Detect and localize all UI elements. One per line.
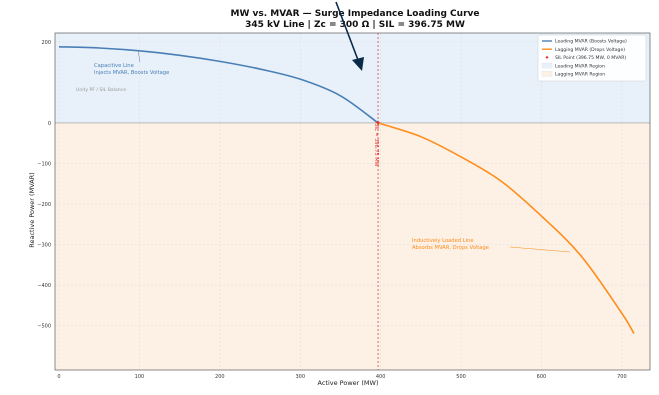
leading-mvar-line — [58, 45, 379, 124]
sil-arrow-shaft — [335, 1, 359, 61]
lagging-region-shade — [55, 122, 650, 370]
capacitive-annotation-line1: Capacitive Line — [94, 63, 134, 69]
chart-subtitle: 345 kV Line | Zc = 300 Ω | SIL = 396.75 … — [245, 20, 465, 30]
sil-vertical-label: SIL = 396.75 MW — [373, 123, 379, 166]
capacitive-annotation-pointer — [137, 49, 141, 63]
sil-point-marker: ✦ — [375, 118, 382, 127]
y-tick-label: 0 — [48, 121, 51, 127]
legend-lagging-region-label: Lagging MVAR Region — [555, 72, 605, 78]
capacitive-annotation-line2: Injects MVAR, Boosts Voltage — [94, 70, 169, 76]
x-tick-label: 300 — [295, 374, 305, 380]
y-tick-label: 200 — [41, 40, 51, 46]
inductive-annotation-line2: Absorbs MVAR, Drops Voltage — [412, 245, 489, 251]
y-tick-label: −100 — [37, 161, 51, 167]
legend-leading-region-swatch — [541, 62, 553, 69]
legend-sil-point-swatch: ✦ — [544, 54, 549, 61]
x-tick-label: 700 — [617, 374, 627, 380]
y-tick-label: −500 — [37, 323, 51, 329]
y-axis-label: Reactive Power (MVAR) — [28, 172, 36, 247]
x-tick-label: 400 — [376, 374, 386, 380]
x-tick-label: 200 — [215, 374, 225, 380]
inductive-annotation-line1: Inductively Loaded Line — [412, 238, 474, 244]
legend-box — [537, 34, 647, 82]
legend-leading-label: Leading MVAR (Boosts Voltage) — [555, 39, 627, 45]
unity-pf-label: Unity PF / SIL Balance — [76, 87, 126, 93]
x-tick-label: 600 — [537, 374, 547, 380]
plot-layer: 0 100 200 300 400 500 600 700 200 0 −100 −200 −300 −4… — [37, 1, 651, 380]
chart-title: MW vs. MVAR — Surge Impedance Loading Cu… — [231, 9, 480, 19]
x-tick-label: 100 — [135, 374, 145, 380]
legend-lagging-label: Lagging MVAR (Drops Voltage) — [555, 47, 625, 53]
plot-frame — [54, 32, 651, 371]
y-tick-label: −300 — [37, 242, 51, 248]
x-tick-label: 500 — [456, 374, 466, 380]
legend-sil-point-label: SIL Point (396.75 MW, 0 MVAR) — [555, 55, 626, 61]
legend-leading-region-label: Leading MVAR Region — [555, 63, 605, 69]
lagging-mvar-line — [377, 122, 635, 334]
x-tick-label: 0 — [57, 374, 60, 380]
legend-lagging-region-swatch — [541, 71, 553, 77]
x-axis-label: Active Power (MW) — [318, 379, 379, 387]
inductive-annotation-pointer — [509, 246, 571, 253]
y-tick-label: −200 — [37, 202, 51, 208]
sil-arrow-head — [352, 57, 364, 71]
y-tick-label: −400 — [37, 283, 51, 289]
